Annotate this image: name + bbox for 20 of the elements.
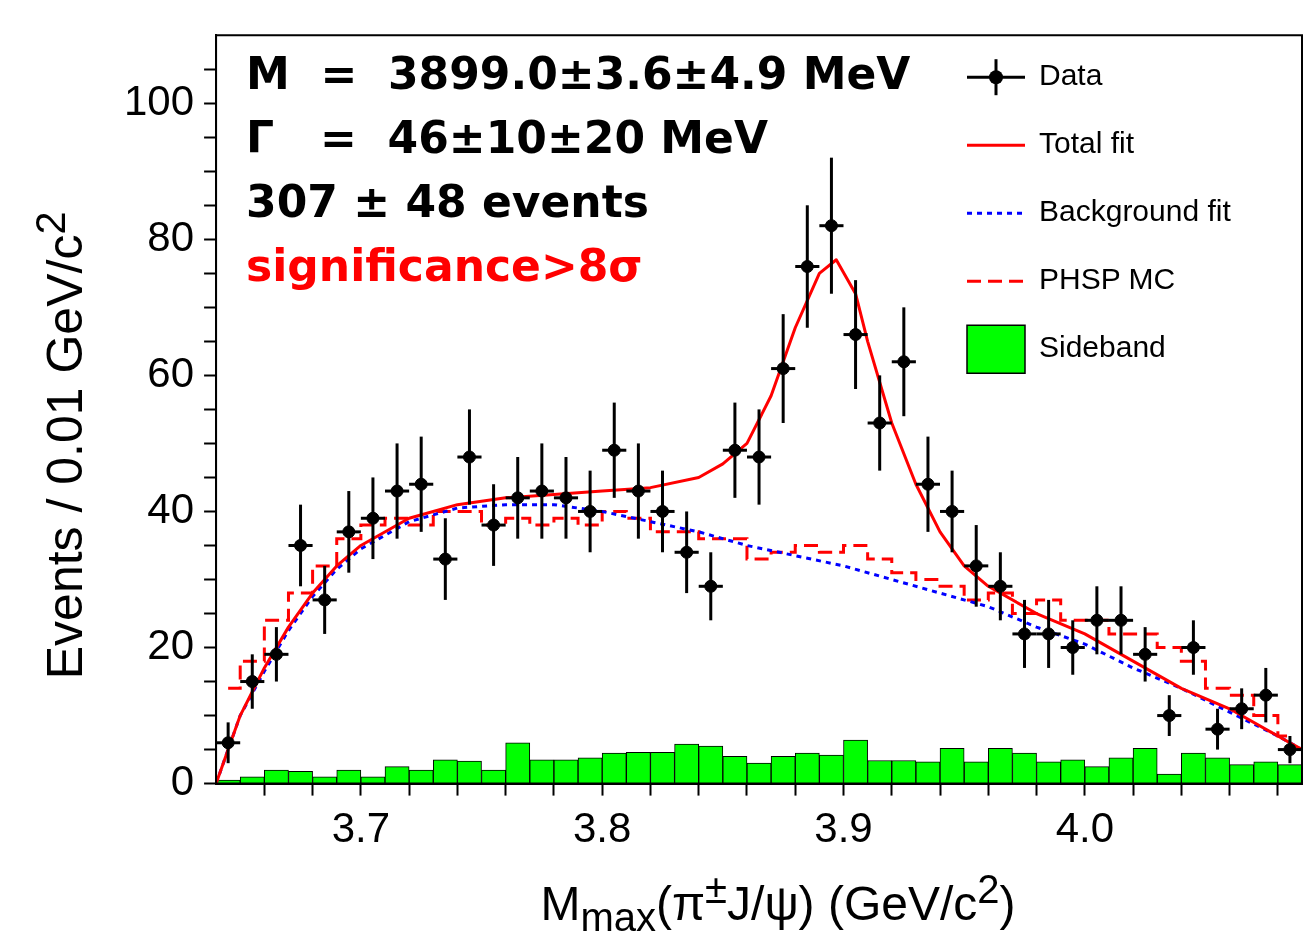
annotation: Γ = 46±10±20 MeV	[246, 111, 768, 163]
x-tick-label: 4.0	[1055, 804, 1115, 852]
x-tick-label: 3.7	[331, 804, 391, 852]
legend-label: Total fit	[1039, 126, 1135, 160]
legend-label: PHSP MC	[1039, 262, 1176, 296]
x-tick-label: 3.9	[814, 804, 873, 852]
y-tick-label: 100	[124, 76, 195, 124]
y-tick-label: 20	[147, 621, 195, 669]
annotation: significance>8σ	[246, 239, 643, 291]
y-tick-label: 0	[170, 757, 195, 805]
annotation: 307 ± 48 events	[246, 175, 649, 227]
x-tick-label: 3.8	[572, 804, 632, 852]
legend-label: Background fit	[1039, 194, 1232, 228]
y-tick-label: 60	[147, 348, 195, 396]
legend-label: Data	[1039, 58, 1103, 92]
legend-label: Sideband	[1039, 330, 1166, 364]
annotation: M = 3899.0±3.6±4.9 MeV	[246, 47, 911, 99]
y-tick-label: 40	[147, 485, 195, 533]
x-axis-title: M$_{max}$(π$^{±}$J/ψ) (GeV/c$^{2}$)	[539, 866, 1017, 941]
y-tick-label: 80	[147, 212, 195, 260]
